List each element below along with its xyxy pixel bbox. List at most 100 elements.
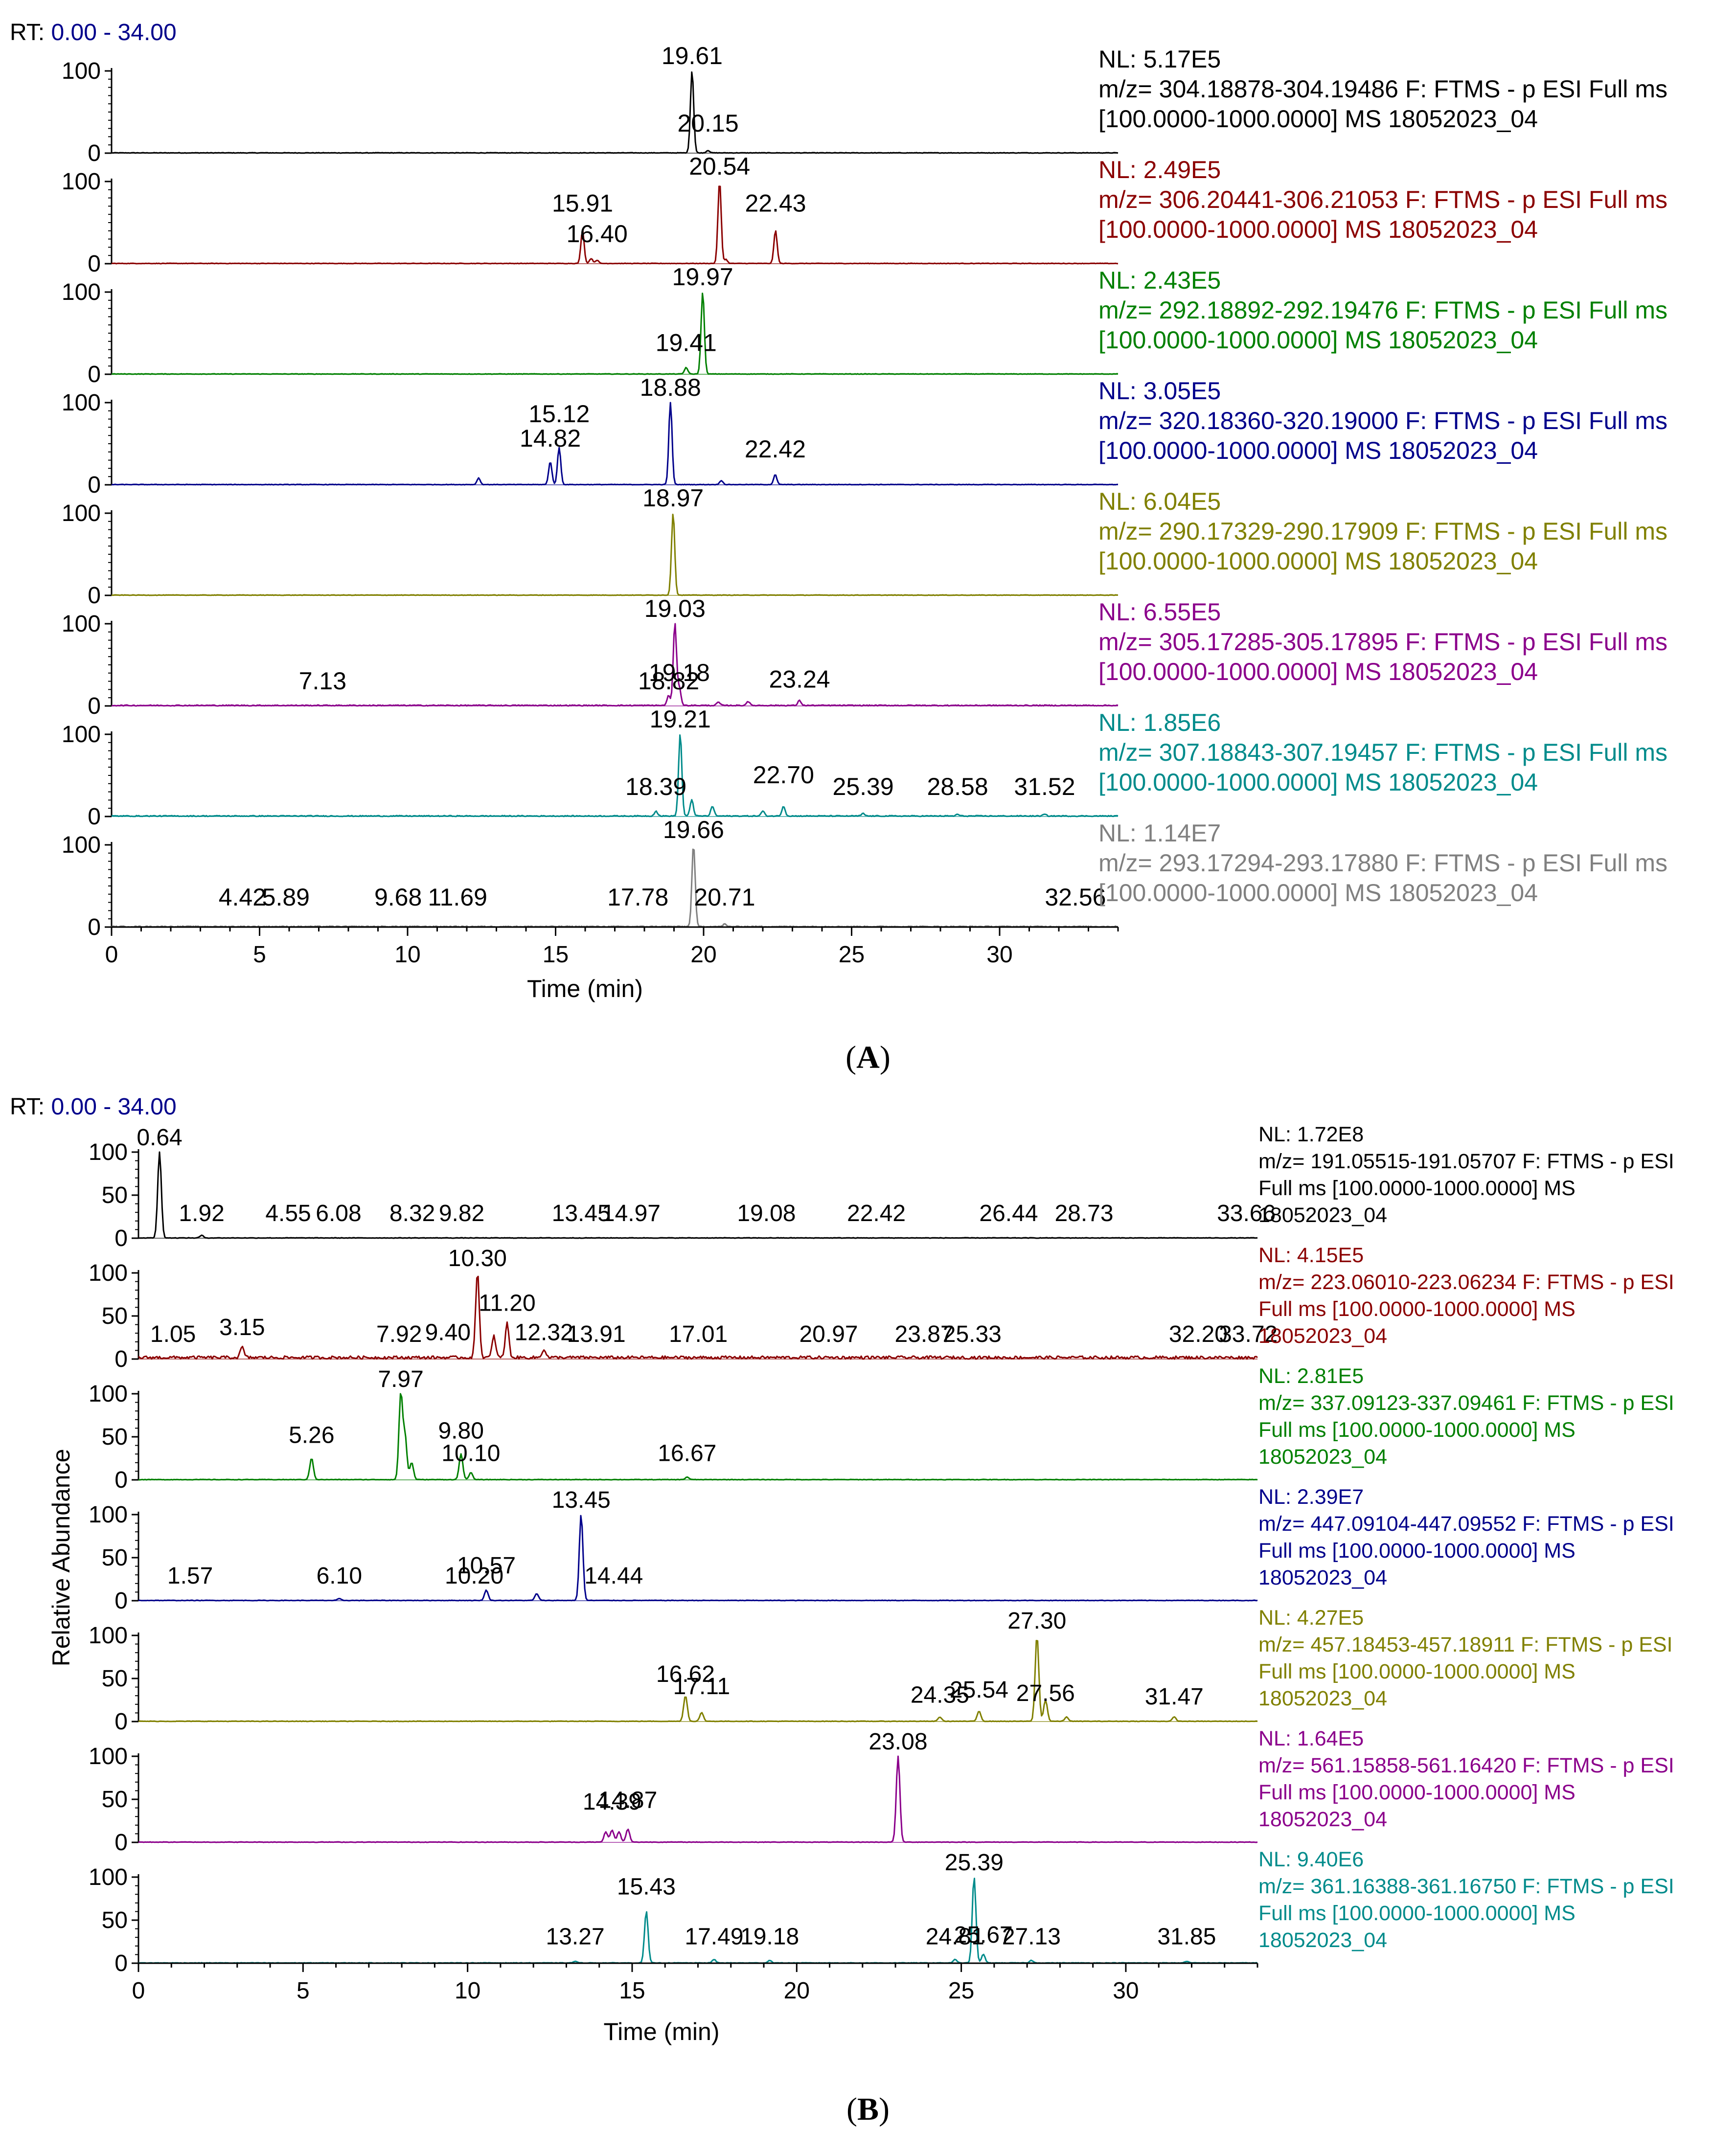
- panel-b-trace-1-peak-label: 13.45: [552, 1201, 611, 1226]
- panel-a-trace-3-mz-label: m/z= 292.18892-292.19476 F: FTMS - p ESI…: [1098, 296, 1667, 324]
- panel-b-trace-7-y-tick-label: 0: [114, 1950, 128, 1976]
- panel-b-trace-1-peak-label: 28.73: [1054, 1201, 1113, 1226]
- panel-a-trace-6-peak-label: 7.13: [299, 667, 346, 695]
- panel-a-trace-7-y-tick-label: 100: [62, 722, 101, 748]
- panel-b-caption-letter: B: [857, 2091, 879, 2127]
- panel-b-trace-7-peak-label: 27.13: [1002, 1924, 1061, 1950]
- panel-a-trace-8-peak-label: 19.66: [663, 816, 724, 843]
- panel-a-x-tick-label: 25: [839, 942, 865, 968]
- panel-a-caption-letter: A: [856, 1040, 880, 1075]
- panel-b-trace-5-peak-label: 27.56: [1016, 1680, 1075, 1706]
- panel-a-trace-7-mz-label: m/z= 307.18843-307.19457 F: FTMS - p ESI…: [1098, 739, 1667, 766]
- panel-b-trace-3-y-tick-label: 100: [89, 1381, 128, 1407]
- panel-b-trace-1-peak-label: 4.55: [265, 1201, 311, 1226]
- panel-b-trace-7-y-tick-label: 50: [102, 1907, 128, 1933]
- panel-b-trace-5-mz-label: m/z= 457.18453-457.18911 F: FTMS - p ESI: [1258, 1633, 1673, 1656]
- panel-b-trace-7-y-tick-label: 100: [89, 1864, 128, 1890]
- panel-a-trace-4-signal-line: [111, 402, 1118, 486]
- panel-b-trace-2-peak-label: 1.05: [150, 1321, 196, 1347]
- panel-b-trace-3-peak-label: 7.97: [378, 1366, 423, 1392]
- panel-b-trace-7-peak-label: 19.18: [740, 1924, 799, 1950]
- panel-a-trace-7-y-tick-label: 0: [88, 804, 101, 830]
- panel-a-trace-6-y-tick-label: 0: [88, 693, 101, 719]
- panel-b-trace-2-peak-label: 25.33: [943, 1321, 1002, 1347]
- panel-b-trace-6-scan-label: Full ms [100.0000-1000.0000] MS: [1258, 1781, 1576, 1804]
- panel-a-trace-7-peak-label: 25.39: [833, 773, 894, 800]
- panel-a-trace-8-peak-label: 11.69: [428, 884, 487, 911]
- panel-b-trace-6-signal-line: [138, 1755, 1258, 1843]
- panel-a-trace-8-peak-label: 4.42: [219, 884, 266, 911]
- panel-a-trace-1-y-tick-label: 0: [88, 140, 101, 166]
- panel-b-trace-6-file-label: 18052023_04: [1258, 1808, 1387, 1831]
- panel-a-trace-1-y-tick-label: 100: [62, 58, 101, 84]
- panel-b-rt-range: RT: 0.00 - 34.00: [10, 1094, 177, 1120]
- panel-a-x-tick-label: 30: [986, 942, 1012, 968]
- panel-b-trace-4-y-tick-label: 0: [114, 1588, 128, 1614]
- panel-b-trace-6-peak-label: 14.87: [598, 1788, 657, 1814]
- panel-b-trace-7-peak-label: 24.81: [926, 1924, 984, 1950]
- panel-a-trace-7-peak-label: 19.21: [650, 705, 711, 733]
- panel-b-trace-4-peak-label: 14.44: [584, 1563, 643, 1589]
- panel-a-trace-5-scan-label: [100.0000-1000.0000] MS 18052023_04: [1098, 547, 1538, 575]
- panel-b-trace-2-scan-label: Full ms [100.0000-1000.0000] MS: [1258, 1297, 1576, 1321]
- panel-b-trace-7-peak-label: 15.43: [617, 1874, 676, 1900]
- panel-b-trace-2-mz-label: m/z= 223.06010-223.06234 F: FTMS - p ESI: [1258, 1270, 1674, 1294]
- panel-a-trace-5-mz-label: m/z= 290.17329-290.17909 F: FTMS - p ESI…: [1098, 518, 1667, 545]
- panel-b-trace-1-y-tick-label: 0: [114, 1225, 128, 1251]
- panel-b-trace-1-y-tick-label: 100: [89, 1139, 128, 1165]
- panel-a-trace-5-signal-line: [111, 514, 1119, 596]
- panel-b-trace-3-file-label: 18052023_04: [1258, 1445, 1387, 1469]
- panel-a-trace-2-peak-label: 20.54: [689, 153, 750, 180]
- panel-a-trace-2-scan-label: [100.0000-1000.0000] MS 18052023_04: [1098, 216, 1538, 243]
- panel-b-trace-4-file-label: 18052023_04: [1258, 1566, 1387, 1589]
- panel-b-x-tick-label: 10: [455, 1978, 480, 2004]
- panel-a-trace-4-peak-label: 22.42: [745, 435, 806, 463]
- panel-b-trace-7-file-label: 18052023_04: [1258, 1928, 1387, 1952]
- panel-b-trace-3-mz-label: m/z= 337.09123-337.09461 F: FTMS - p ESI: [1258, 1391, 1674, 1415]
- panel-a-trace-8-peak-label: 32.56: [1045, 884, 1106, 911]
- panel-b-trace-4-peak-label: 10.20: [445, 1563, 503, 1589]
- panel-a-trace-7-peak-label: 22.70: [753, 761, 814, 789]
- panel-b-trace-5-peak-label: 25.54: [950, 1677, 1008, 1703]
- panel-b-trace-5-peak-label: 31.47: [1145, 1684, 1204, 1710]
- panel-a-trace-7-peak-label: 18.39: [625, 773, 686, 800]
- panel-b-trace-6-mz-label: m/z= 561.15858-561.16420 F: FTMS - p ESI: [1258, 1754, 1674, 1777]
- panel-a-trace-5-y-tick-label: 100: [62, 500, 101, 526]
- panel-b-trace-6-y-tick-label: 0: [114, 1830, 128, 1856]
- panel-a-caption: (A): [845, 1040, 891, 1075]
- panel-a-rt-value: 0.00 - 34.00: [51, 20, 176, 45]
- panel-b-trace-1-peak-label: 6.08: [316, 1201, 361, 1226]
- panel-b-x-tick-label: 20: [784, 1978, 810, 2004]
- panel-b-trace-2-peak-label: 3.15: [219, 1315, 265, 1340]
- panel-b-trace-1-peak-label: 33.66: [1217, 1201, 1276, 1226]
- panel-b-trace-6-y-tick-label: 100: [89, 1744, 128, 1769]
- panel-b-trace-5-scan-label: Full ms [100.0000-1000.0000] MS: [1258, 1660, 1576, 1683]
- panel-b-caption: (B): [846, 2091, 890, 2127]
- panel-b-trace-1-peak-label: 22.42: [847, 1201, 906, 1226]
- panel-a-trace-5-y-tick-label: 0: [88, 583, 101, 609]
- panel-b-trace-7-nl-label: NL: 9.40E6: [1258, 1848, 1364, 1871]
- panel-a-trace-4-y-tick-label: 100: [62, 390, 101, 416]
- panel-a-x-tick-label: 0: [105, 942, 118, 968]
- panel-b-trace-5-peak-label: 16.62: [656, 1661, 715, 1687]
- panel-b-trace-1-file-label: 18052023_04: [1258, 1203, 1387, 1227]
- panel-b-trace-4-mz-label: m/z= 447.09104-447.09552 F: FTMS - p ESI: [1258, 1512, 1674, 1536]
- panel-b-trace-2-peak-label: 17.01: [669, 1321, 728, 1347]
- panel-a-trace-6-peak-label: 23.24: [769, 665, 830, 693]
- panel-b-trace-5-y-tick-label: 100: [89, 1623, 128, 1649]
- panel-a-trace-4-y-tick-label: 0: [88, 472, 101, 498]
- panel-b-x-axis-label: Time (min): [603, 2018, 719, 2045]
- panel-a-trace-1-signal-line: [111, 71, 1119, 154]
- panel-b-trace-3-peak-label: 16.67: [658, 1440, 716, 1466]
- panel-a-trace-8-nl-label: NL: 1.14E7: [1098, 819, 1221, 847]
- panel-b-trace-4-nl-label: NL: 2.39E7: [1258, 1485, 1364, 1509]
- panel-a-rt-range: RT: 0.00 - 34.00: [10, 20, 177, 45]
- panel-b-trace-1-mz-label: m/z= 191.05515-191.05707 F: FTMS - p ESI: [1258, 1150, 1674, 1173]
- panel-b-rt-value: 0.00 - 34.00: [51, 1094, 176, 1120]
- panel-a-trace-8-peak-label: 5.89: [262, 884, 310, 911]
- panel-a-trace-2-mz-label: m/z= 306.20441-306.21053 F: FTMS - p ESI…: [1098, 186, 1667, 213]
- panel-a-trace-8-y-tick-label: 100: [62, 832, 101, 858]
- panel-b-trace-2-peak-label: 7.92: [376, 1321, 422, 1347]
- panel-b-trace-2-peak-label: 13.91: [567, 1321, 626, 1347]
- panel-a-trace-1-mz-label: m/z= 304.18878-304.19486 F: FTMS - p ESI…: [1098, 75, 1667, 103]
